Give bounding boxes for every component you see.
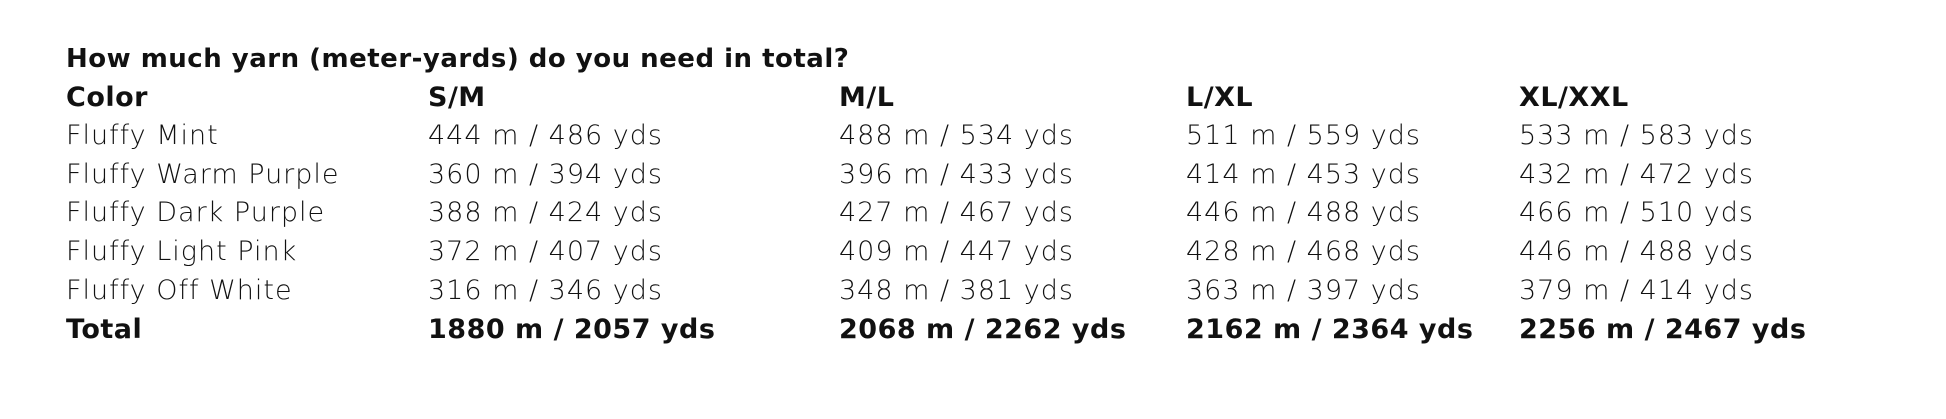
column-header: Color	[66, 82, 148, 113]
yarn-amount-cell: 432 m / 472 yds	[1519, 159, 1754, 190]
page-title: How much yarn (meter-yards) do you need …	[66, 44, 850, 74]
color-name-cell: Fluffy Dark Purple	[66, 197, 326, 228]
yarn-amount-cell: 466 m / 510 yds	[1519, 197, 1754, 228]
table-header-row: Color S/M M/L L/XL XL/XXL	[0, 82, 1946, 121]
yarn-amount-cell: 427 m / 467 yds	[839, 197, 1074, 228]
color-name-cell: Fluffy Off White	[66, 275, 293, 306]
yarn-amount-cell: 533 m / 583 yds	[1519, 120, 1754, 151]
column-header: M/L	[839, 82, 895, 113]
table-row: Fluffy Mint 444 m / 486 yds 488 m / 534 yd…	[0, 120, 1946, 159]
column-header: XL/XXL	[1519, 82, 1629, 113]
yarn-amount-cell: 2256 m / 2467 yds	[1519, 314, 1807, 345]
yarn-amount-cell: 446 m / 488 yds	[1186, 197, 1421, 228]
yarn-amount-cell: 372 m / 407 yds	[428, 236, 663, 267]
yarn-amount-cell: 379 m / 414 yds	[1519, 275, 1754, 306]
column-header: S/M	[428, 82, 486, 113]
yarn-amount-cell: 444 m / 486 yds	[428, 120, 663, 151]
yarn-amount-cell: 409 m / 447 yds	[839, 236, 1074, 267]
table-row: Fluffy Warm Purple 360 m / 394 yds 396 m /…	[0, 159, 1946, 198]
column-header: L/XL	[1186, 82, 1254, 113]
yarn-amount-cell: 396 m / 433 yds	[839, 159, 1074, 190]
yarn-amount-cell: 348 m / 381 yds	[839, 275, 1074, 306]
yarn-amount-cell: 2162 m / 2364 yds	[1186, 314, 1474, 345]
table-total-row: Total 1880 m / 2057 yds 2068 m / 2262 yds 2…	[0, 314, 1946, 353]
yarn-amount-cell: 446 m / 488 yds	[1519, 236, 1754, 267]
color-name-cell: Total	[66, 314, 143, 345]
yarn-amount-cell: 511 m / 559 yds	[1186, 120, 1421, 151]
yarn-amount-cell: 363 m / 397 yds	[1186, 275, 1421, 306]
yarn-amount-cell: 1880 m / 2057 yds	[428, 314, 716, 345]
yarn-amount-cell: 316 m / 346 yds	[428, 275, 663, 306]
yarn-amount-cell: 488 m / 534 yds	[839, 120, 1074, 151]
table-row: Fluffy Light Pink 372 m / 407 yds 409 m / …	[0, 236, 1946, 275]
yarn-amount-cell: 414 m / 453 yds	[1186, 159, 1421, 190]
yarn-amount-cell: 2068 m / 2262 yds	[839, 314, 1127, 345]
table-row: Fluffy Off White 316 m / 346 yds 348 m / 3…	[0, 275, 1946, 314]
color-name-cell: Fluffy Warm Purple	[66, 159, 340, 190]
yarn-amount-cell: 388 m / 424 yds	[428, 197, 663, 228]
table-row: Fluffy Dark Purple 388 m / 424 yds 427 m /…	[0, 197, 1946, 236]
yarn-amount-cell: 360 m / 394 yds	[428, 159, 663, 190]
color-name-cell: Fluffy Mint	[66, 120, 219, 151]
color-name-cell: Fluffy Light Pink	[66, 236, 298, 267]
yarn-amount-cell: 428 m / 468 yds	[1186, 236, 1421, 267]
